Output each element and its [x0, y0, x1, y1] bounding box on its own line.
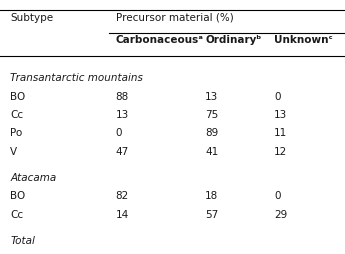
Text: Cc: Cc — [10, 209, 23, 219]
Text: Subtype: Subtype — [10, 13, 53, 23]
Text: BO: BO — [10, 253, 26, 254]
Text: BO: BO — [10, 191, 26, 201]
Text: 41: 41 — [205, 146, 218, 156]
Text: 11: 11 — [274, 128, 287, 138]
Text: Carbonaceousᵃ: Carbonaceousᵃ — [116, 35, 204, 45]
Text: 18: 18 — [205, 191, 218, 201]
Text: 82: 82 — [116, 191, 129, 201]
Text: Total: Total — [10, 235, 35, 245]
Text: Transantarctic mountains: Transantarctic mountains — [10, 73, 143, 83]
Text: Cc: Cc — [10, 110, 23, 120]
Text: 86: 86 — [116, 253, 129, 254]
Text: 14: 14 — [205, 253, 218, 254]
Text: 75: 75 — [205, 110, 218, 120]
Text: BO: BO — [10, 91, 26, 101]
Text: 13: 13 — [116, 110, 129, 120]
Text: 0: 0 — [274, 91, 281, 101]
Text: 89: 89 — [205, 128, 218, 138]
Text: Ordinaryᵇ: Ordinaryᵇ — [205, 35, 262, 45]
Text: Po: Po — [10, 128, 23, 138]
Text: Unknownᶜ: Unknownᶜ — [274, 35, 333, 45]
Text: 12: 12 — [274, 146, 287, 156]
Text: Atacama: Atacama — [10, 172, 57, 182]
Text: 0: 0 — [274, 253, 281, 254]
Text: 47: 47 — [116, 146, 129, 156]
Text: 88: 88 — [116, 91, 129, 101]
Text: 0: 0 — [116, 128, 122, 138]
Text: 29: 29 — [274, 209, 287, 219]
Text: 14: 14 — [116, 209, 129, 219]
Text: 13: 13 — [205, 91, 218, 101]
Text: 13: 13 — [274, 110, 287, 120]
Text: Precursor material (%): Precursor material (%) — [116, 13, 233, 23]
Text: 0: 0 — [274, 191, 281, 201]
Text: 57: 57 — [205, 209, 218, 219]
Text: V: V — [10, 146, 18, 156]
